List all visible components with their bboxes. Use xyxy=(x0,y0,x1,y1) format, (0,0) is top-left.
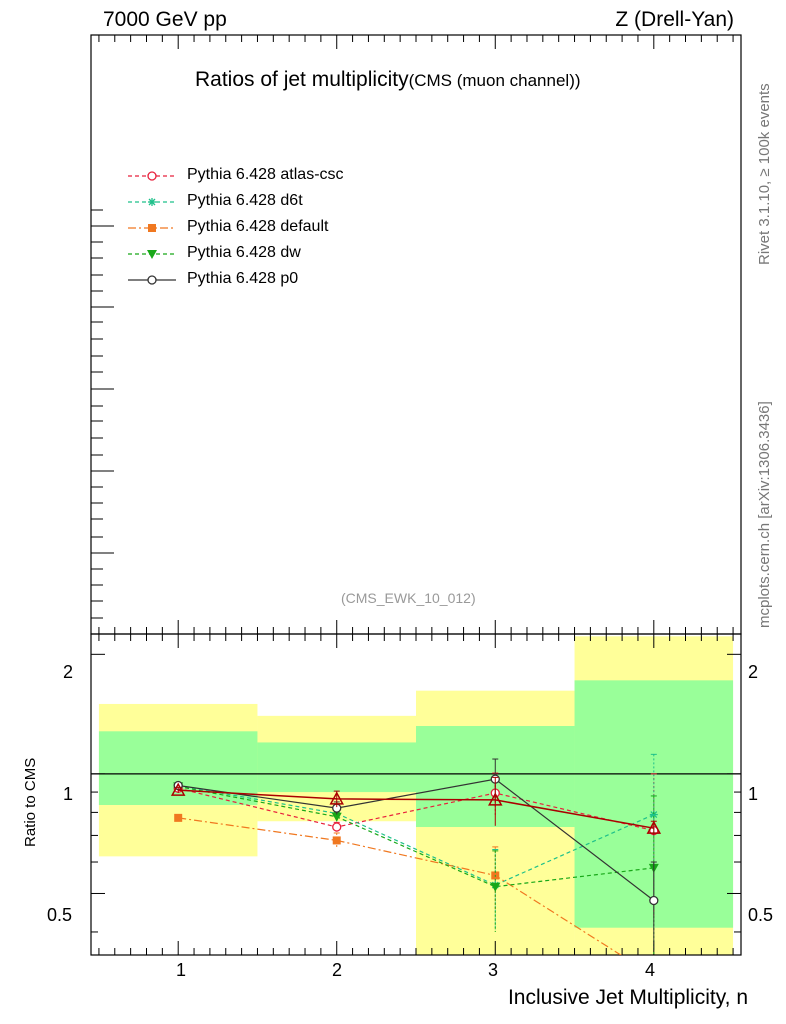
legend-label-p0: Pythia 6.428 p0 xyxy=(187,270,299,287)
data-point xyxy=(174,813,183,822)
y-tick-label-0.5-left: 0.5 xyxy=(47,905,73,925)
series-group xyxy=(170,753,662,955)
series-line xyxy=(178,784,655,886)
series-line xyxy=(178,778,655,901)
legend-symbol xyxy=(147,275,157,285)
legend-marker-4 xyxy=(128,250,176,259)
legend-marker-2 xyxy=(128,198,176,206)
legend-label-atlas-csc: Pythia 6.428 atlas-csc xyxy=(187,166,344,183)
series-pythia-5 xyxy=(173,758,659,951)
data-point xyxy=(329,791,344,805)
rivet-label: Rivet 3.1.10, ≥ 100k events xyxy=(756,83,773,265)
x-tick-label-4: 4 xyxy=(645,960,656,980)
series-line xyxy=(178,787,654,832)
x-tick-label-2: 2 xyxy=(332,960,343,980)
legend-label-d6t: Pythia 6.428 d6t xyxy=(187,192,303,209)
mcplots-label: mcplots.cern.ch [arXiv:1306.3436] xyxy=(756,401,773,628)
x-axis-label: Inclusive Jet Multiplicity, n xyxy=(507,986,748,1009)
header-right: Z (Drell-Yan) xyxy=(615,8,734,31)
data-point xyxy=(332,836,341,845)
series-line xyxy=(178,789,654,829)
legend-marker-5 xyxy=(128,275,176,285)
legend-symbol xyxy=(148,198,156,206)
y-tick-label-1-right: 1 xyxy=(748,784,759,804)
x-tick-label-1: 1 xyxy=(176,960,187,980)
data-point xyxy=(649,895,659,906)
plot-title-block: Ratios of jet multiplicity(CMS (muon cha… xyxy=(195,68,581,92)
data-point xyxy=(488,792,503,806)
data-point xyxy=(332,822,342,832)
legend-marker-1 xyxy=(128,171,176,181)
analysis-id: (CMS_EWK_10_012) xyxy=(341,590,476,606)
data-point xyxy=(331,812,342,822)
series-line xyxy=(178,785,654,888)
legend-label-default: Pythia 6.428 default xyxy=(187,218,329,235)
legend-symbol xyxy=(147,171,157,181)
green-band-bin-2 xyxy=(257,742,416,793)
series-line xyxy=(178,817,622,955)
legend-symbol xyxy=(148,224,156,232)
y-tick-label-0.5-right: 0.5 xyxy=(748,905,774,925)
legend-markers xyxy=(128,171,176,285)
data-point xyxy=(646,820,662,834)
x-tick-label-3: 3 xyxy=(488,960,499,980)
data-point xyxy=(170,782,186,796)
series-reference-data xyxy=(170,776,662,836)
plot-subtitle: (CMS (muon channel)) xyxy=(408,71,581,90)
uncertainty-bands xyxy=(98,636,734,955)
data-point xyxy=(490,882,501,892)
axis-ticks xyxy=(91,35,741,955)
y-tick-label-2-right: 2 xyxy=(748,662,759,682)
legend-marker-3 xyxy=(128,224,176,232)
legend-label-dw: Pythia 6.428 dw xyxy=(187,244,301,261)
header-left: 7000 GeV pp xyxy=(103,8,227,31)
y-axis-label: Ratio to CMS xyxy=(22,757,39,847)
y-tick-label-2-left: 2 xyxy=(63,662,74,682)
main-frame xyxy=(90,34,742,635)
y-tick-label-1-left: 1 xyxy=(63,784,74,804)
legend-symbol xyxy=(147,250,157,259)
plot-title: Ratios of jet multiplicity xyxy=(195,68,409,91)
